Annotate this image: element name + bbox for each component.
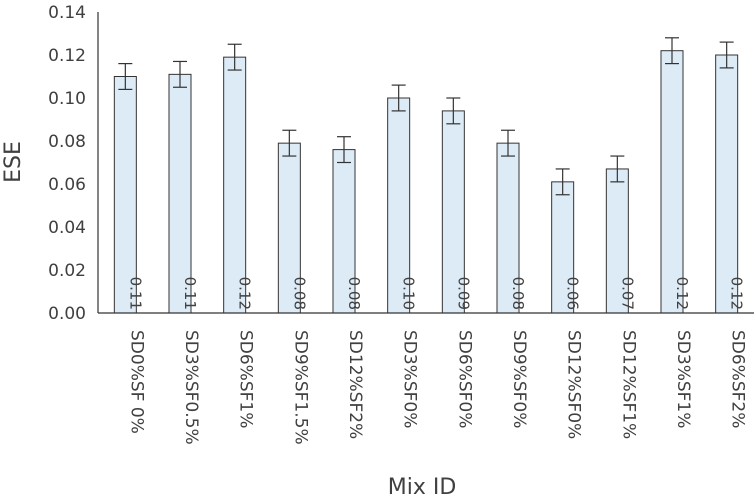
error-bar — [719, 41, 734, 69]
error-bar — [501, 129, 515, 157]
error-bar — [446, 97, 461, 125]
error-bar — [282, 129, 297, 157]
x-axis-title: Mix ID — [388, 475, 457, 500]
x-tick-label: SD6%SF2% — [728, 330, 748, 428]
data-label: 0.12 — [236, 277, 254, 310]
y-tick-label: 0.06 — [48, 175, 86, 195]
x-tick-label: SD0%SF 0% — [126, 330, 146, 434]
y-tick-label: 0.04 — [48, 218, 86, 238]
data-label: 0.12 — [673, 277, 691, 310]
x-axis-ticks: SD0%SF 0% SD3%SF0.5% SD6%SF1% SD9%SF1.5% SD1… — [126, 330, 747, 445]
data-label: 0.08 — [345, 277, 363, 310]
error-bar — [337, 136, 351, 164]
y-tick-label: 0.00 — [48, 304, 86, 324]
bars — [113, 50, 739, 314]
error-bar — [610, 155, 625, 183]
x-tick-label: SD12%SF2% — [345, 330, 365, 439]
data-label: 0.09 — [454, 277, 472, 310]
y-tick-label: 0.10 — [48, 89, 86, 109]
data-label: 0.11 — [181, 277, 199, 310]
data-label: 0.10 — [400, 277, 418, 310]
x-tick-label: SD3%SF1% — [673, 330, 693, 428]
y-tick-label: 0.02 — [48, 261, 86, 281]
bar — [660, 50, 684, 314]
error-bar — [555, 168, 570, 196]
data-label: 0.08 — [509, 277, 527, 310]
x-tick-label: SD3%SF0% — [400, 330, 420, 428]
error-bar — [227, 43, 242, 71]
bar — [715, 54, 739, 314]
y-axis-title: ESE — [1, 141, 26, 183]
data-labels: 0.11 0.11 0.12 0.08 0.08 0.10 0.09 0.08 0.06 0.07… — [126, 277, 745, 310]
data-label: 0.11 — [126, 277, 144, 310]
data-label: 0.06 — [564, 277, 582, 310]
x-tick-label: SD12%SF0% — [564, 330, 584, 439]
error-bar — [118, 62, 133, 91]
bar — [223, 56, 247, 314]
error-bar — [391, 84, 406, 112]
y-tick-label: 0.14 — [48, 3, 86, 23]
x-tick-label: SD6%SF1% — [236, 330, 256, 428]
error-bars — [118, 37, 734, 196]
error-bar — [173, 60, 187, 88]
data-label: 0.08 — [290, 277, 308, 310]
x-tick-label: SD9%SF0% — [509, 330, 529, 428]
y-tick-label: 0.08 — [48, 132, 86, 152]
error-bar — [665, 37, 679, 65]
x-tick-label: SD12%SF1% — [618, 330, 638, 439]
x-tick-label: SD6%SF0% — [454, 330, 474, 428]
x-tick-label: SD3%SF0.5% — [181, 330, 201, 445]
y-axis-ticks: 0.00 0.02 0.04 0.06 0.08 0.10 0.12 0.14 — [48, 3, 86, 324]
x-tick-label: SD9%SF1.5% — [290, 330, 310, 445]
y-tick-label: 0.12 — [48, 46, 86, 66]
data-label: 0.12 — [728, 277, 746, 310]
data-label: 0.07 — [618, 277, 636, 310]
